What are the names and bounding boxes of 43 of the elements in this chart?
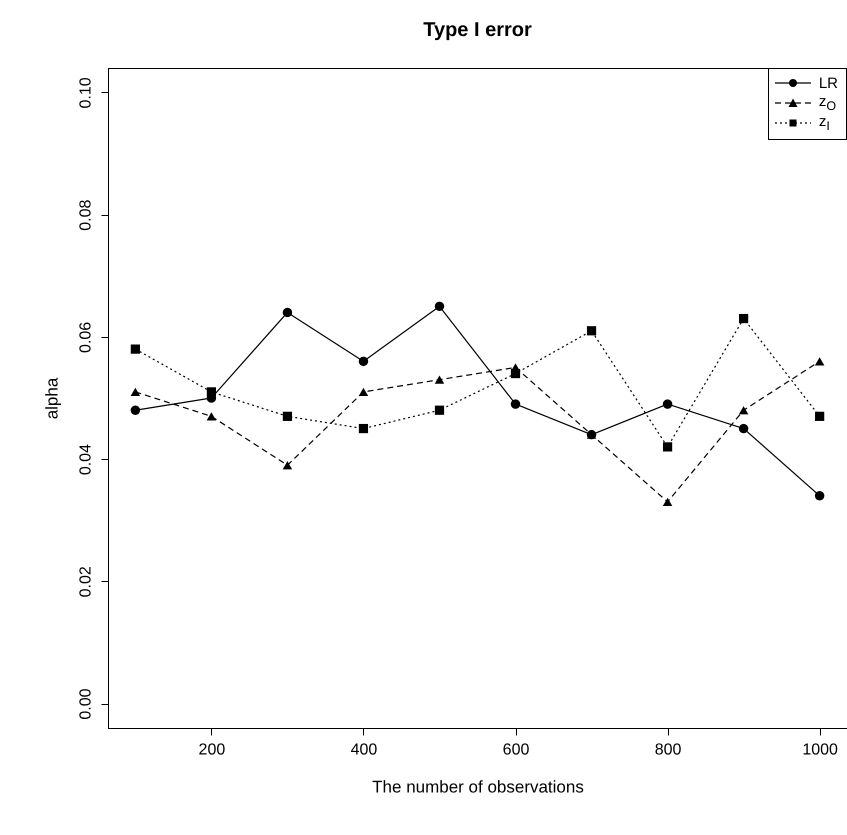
- legend-label: z$_{O}$: [818, 93, 836, 113]
- point: [814, 357, 824, 366]
- legend-label: LR: [818, 74, 838, 92]
- point: [662, 442, 672, 452]
- point: [738, 314, 748, 324]
- point: [130, 405, 140, 415]
- point: [282, 461, 292, 470]
- point: [358, 388, 368, 396]
- point: [586, 326, 596, 336]
- point: [206, 412, 216, 420]
- point: [738, 424, 748, 434]
- point: [358, 356, 368, 366]
- y-tick-label: 0.06: [78, 322, 94, 353]
- point: [282, 412, 292, 421]
- point: [814, 491, 824, 501]
- point: [434, 302, 444, 312]
- point: [510, 399, 520, 409]
- x-tick-label: 400: [350, 742, 378, 758]
- point: [434, 376, 444, 384]
- y-tick-label: 0.04: [78, 444, 94, 476]
- y-tick-label: 0.00: [78, 688, 94, 720]
- point: [738, 406, 748, 414]
- point: [282, 308, 292, 318]
- y-tick-label: 0.08: [78, 199, 94, 231]
- x-tick-label: 1000: [802, 742, 838, 758]
- y-axis-title: alpha: [42, 377, 62, 420]
- x-axis-title: The number of observations: [372, 778, 584, 796]
- point: [206, 387, 216, 396]
- point: [434, 406, 444, 415]
- y-tick-label: 0.10: [78, 77, 94, 109]
- y-tick-label: 0.02: [78, 566, 94, 598]
- point: [358, 424, 368, 434]
- x-tick-label: 800: [654, 742, 682, 758]
- point: [510, 368, 520, 378]
- point: [130, 388, 140, 396]
- point: [662, 399, 672, 409]
- point: [662, 498, 672, 506]
- x-tick-label: 200: [198, 742, 226, 758]
- point: [130, 344, 140, 354]
- chart-title: Type I error: [423, 19, 532, 41]
- point: [815, 412, 824, 421]
- x-tick-label: 600: [502, 742, 530, 758]
- legend-label: z$_{I}$: [818, 113, 830, 133]
